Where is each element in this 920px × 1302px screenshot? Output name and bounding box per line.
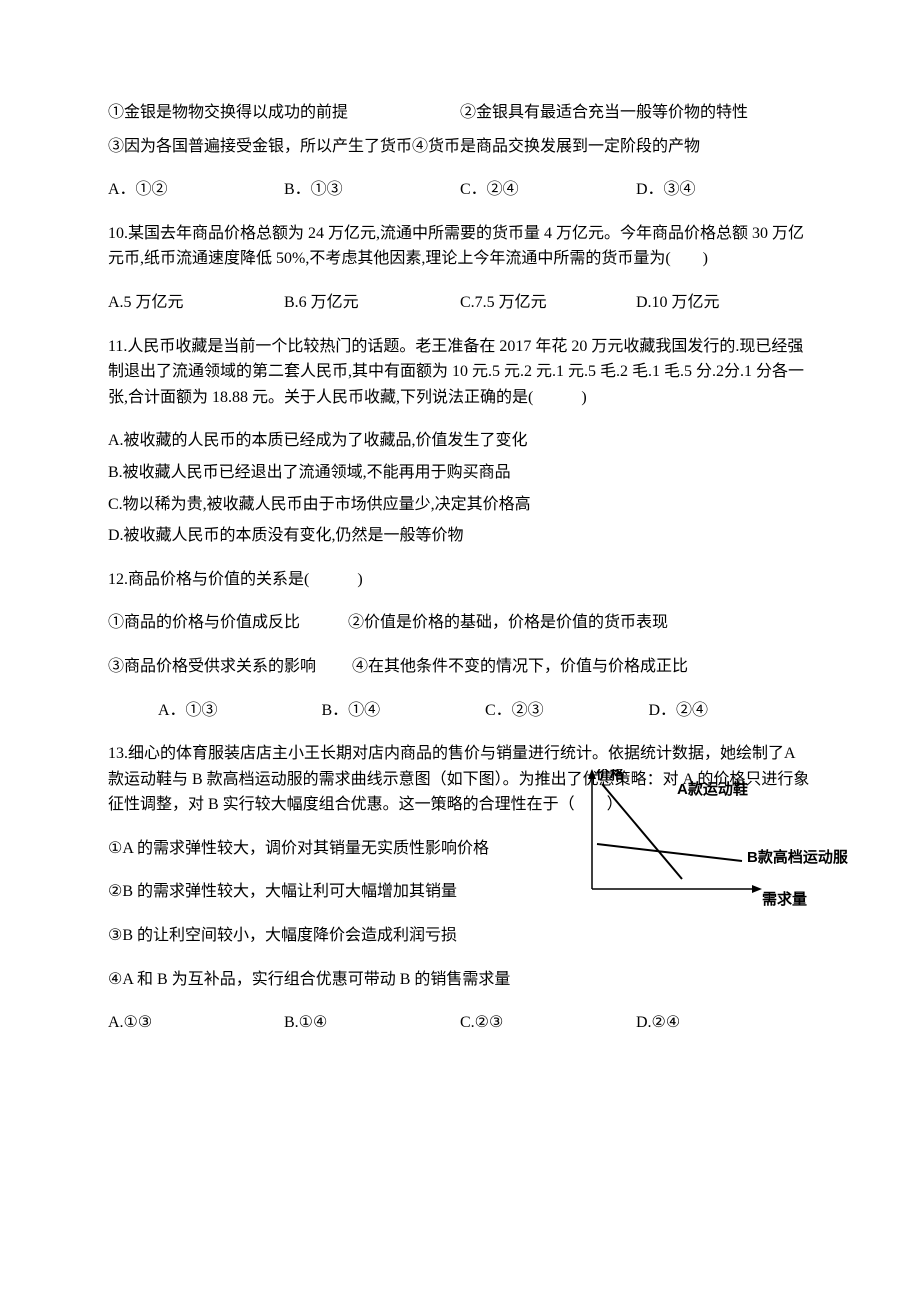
q9-s3: ③因为各国普遍接受金银，所以产生了货币④货币是商品交换发展到一定阶段的产物 xyxy=(108,134,812,160)
q12-opt-c: C．②③ xyxy=(485,698,649,724)
q12-opt-d: D．②④ xyxy=(649,698,813,724)
q9-opt-a: A．①② xyxy=(108,177,284,203)
q12-opt-b: B．①④ xyxy=(322,698,486,724)
q12-text: 12.商品价格与价值的关系是( ) xyxy=(108,567,812,593)
q13-options: A.①③ B.①④ C.②③ D.②④ xyxy=(108,1010,812,1036)
q10-opt-a: A.5 万亿元 xyxy=(108,290,284,316)
q13-s4: ④A 和 B 为互补品，实行组合优惠可带动 B 的销售需求量 xyxy=(108,967,812,993)
demand-curve-chart: 价格 A款运动鞋 B款高档运动服 需求量 xyxy=(582,769,852,919)
q9-s1: ①金银是物物交换得以成功的前提 xyxy=(108,100,460,126)
q11-opt-b: B.被收藏人民币已经退出了流通领域,不能再用于购买商品 xyxy=(108,460,812,486)
q11-options: A.被收藏的人民币的本质已经成为了收藏品,价值发生了变化 B.被收藏人民币已经退… xyxy=(108,428,812,548)
q11-opt-c: C.物以稀为贵,被收藏人民币由于市场供应量少,决定其价格高 xyxy=(108,492,812,518)
q11-opt-d: D.被收藏人民币的本质没有变化,仍然是一般等价物 xyxy=(108,523,812,549)
q13-s1: ①A 的需求弹性较大，调价对其销量无实质性影响价格 xyxy=(108,836,548,862)
q13-opt-b: B.①④ xyxy=(284,1010,460,1036)
q13-s3: ③B 的让利空间较小，大幅度降价会造成利润亏损 xyxy=(108,923,812,949)
chart-line-a-label: A款运动鞋 xyxy=(677,780,748,798)
q12-s2: ③商品价格受供求关系的影响 ④在其他条件不变的情况下，价值与价格成正比 xyxy=(108,654,812,680)
q10-opt-c: C.7.5 万亿元 xyxy=(460,290,636,316)
q11-opt-a: A.被收藏的人民币的本质已经成为了收藏品,价值发生了变化 xyxy=(108,428,812,454)
q13-opt-a: A.①③ xyxy=(108,1010,284,1036)
q10-opt-d: D.10 万亿元 xyxy=(636,290,812,316)
q10-text: 10.某国去年商品价格总额为 24 万亿元,流通中所需要的货币量 4 万亿元。今… xyxy=(108,221,812,272)
q13-opt-d: D.②④ xyxy=(636,1010,812,1036)
q9-opt-d: D．③④ xyxy=(636,177,812,203)
q12-s1: ①商品的价格与价值成反比 ②价值是价格的基础，价格是价值的货币表现 xyxy=(108,610,812,636)
q12-options: A．①③ B．①④ C．②③ D．②④ xyxy=(108,698,812,724)
q9-opt-b: B．①③ xyxy=(284,177,460,203)
chart-y-label: 价格 xyxy=(596,769,625,782)
q9-s2: ②金银具有最适合充当一般等价物的特性 xyxy=(460,100,812,126)
chart-y-arrow xyxy=(588,769,596,779)
chart-line-b xyxy=(597,844,742,861)
q10-opt-b: B.6 万亿元 xyxy=(284,290,460,316)
q11-text: 11.人民币收藏是当前一个比较热门的话题。老王准备在 2017 年花 20 万元… xyxy=(108,334,812,411)
chart-x-label: 需求量 xyxy=(762,890,807,908)
q9-statements-row1: ①金银是物物交换得以成功的前提 ②金银具有最适合充当一般等价物的特性 xyxy=(108,100,812,126)
q12-opt-a: A．①③ xyxy=(158,698,322,724)
q10-options: A.5 万亿元 B.6 万亿元 C.7.5 万亿元 D.10 万亿元 xyxy=(108,290,812,316)
q9-opt-c: C．②④ xyxy=(460,177,636,203)
q13-block: 13.细心的体育服装店店主小王长期对店内商品的售价与销量进行统计。依据统计数据，… xyxy=(108,741,812,861)
q9-options: A．①② B．①③ C．②④ D．③④ xyxy=(108,177,812,203)
chart-x-arrow xyxy=(752,885,762,893)
chart-line-b-label: B款高档运动服 xyxy=(747,848,849,866)
q13-opt-c: C.②③ xyxy=(460,1010,636,1036)
chart-line-a xyxy=(602,784,682,879)
